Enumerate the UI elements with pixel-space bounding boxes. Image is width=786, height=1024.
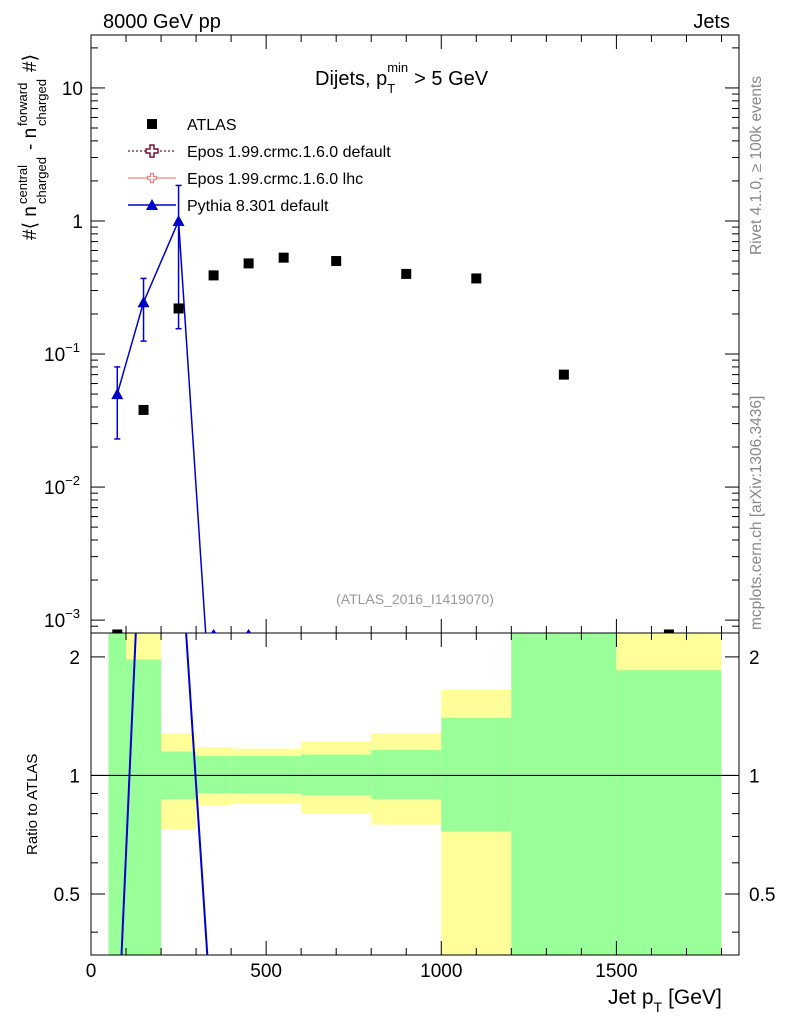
atlas-point xyxy=(173,303,184,314)
chart-title-sup: min xyxy=(387,60,408,75)
x-tick-label: 1000 xyxy=(420,961,462,982)
svg-text:forward: forward xyxy=(15,83,30,126)
chart-title-sub: T xyxy=(387,81,395,96)
svg-text:#⟩: #⟩ xyxy=(20,54,41,72)
x-tick-label: 1500 xyxy=(595,961,637,982)
x-tick-label: 0 xyxy=(86,961,97,982)
legend-marker-pythia xyxy=(146,199,158,210)
ratio-band-green xyxy=(231,756,302,794)
pythia-point xyxy=(111,388,124,400)
chart-title-main: Dijets, p xyxy=(315,68,387,90)
ratio-plot-frame xyxy=(90,632,740,956)
pythia-point-offscale xyxy=(245,629,252,633)
rivet-version-label: Rivet 4.1.0, ≥ 100k events xyxy=(748,76,765,255)
pythia-ratio-line xyxy=(120,633,209,955)
ratio-band-green xyxy=(126,659,162,955)
main-data-layer xyxy=(111,184,674,633)
y-tick-label: 1 xyxy=(72,212,83,233)
atlas-point xyxy=(208,270,219,281)
atlas-point xyxy=(558,369,569,380)
y-tick-label: 10−1 xyxy=(44,340,80,366)
chart-title-tail: > 5 GeV xyxy=(414,68,489,90)
ratio-band-green xyxy=(616,670,722,955)
atlas-point xyxy=(331,256,342,267)
svg-text:charged: charged xyxy=(34,79,49,126)
ratio-y-tick-label-right: 1 xyxy=(749,766,760,787)
ratio-band-green xyxy=(108,633,127,955)
pythia-point xyxy=(172,214,185,226)
ratio-band-green xyxy=(196,756,232,794)
y-tick-label: 10 xyxy=(62,79,83,100)
ratio-y-tick-label: 1 xyxy=(69,766,80,787)
legend-label-epos-default: Epos 1.99.crmc.1.6.0 default xyxy=(187,144,391,161)
x-axis-label-tail: [GeV] xyxy=(668,986,722,1009)
legend-label-atlas: ATLAS xyxy=(187,117,237,134)
atlas-point xyxy=(663,629,674,633)
legend-marker-atlas xyxy=(147,119,157,129)
legend-marker-epos-lhc xyxy=(146,172,158,184)
ratio-y-tick-label: 2 xyxy=(69,648,80,669)
x-axis-label: Jet pT [GeV] xyxy=(608,986,722,1015)
ratio-data-layer xyxy=(120,633,209,955)
atlas-point xyxy=(138,404,149,415)
svg-text:- n: - n xyxy=(20,128,41,150)
y-tick-label: 10−2 xyxy=(44,473,80,499)
pythia-point xyxy=(137,296,150,308)
x-tick-label: 500 xyxy=(250,961,282,982)
svg-text:central: central xyxy=(15,165,30,204)
legend-label-epos-lhc: Epos 1.99.crmc.1.6.0 lhc xyxy=(187,171,363,188)
header-collision-label: 8000 GeV pp xyxy=(103,11,221,33)
y-tick-label: 10−3 xyxy=(44,606,80,632)
ratio-band-green xyxy=(371,750,442,800)
axes: 0 500 1000 1500 10−3 10−2 10−1 1 10 0.5 0.5 1 1 2 2 xyxy=(44,35,775,982)
ratio-y-axis-label: Ratio to ATLAS xyxy=(24,754,41,855)
legend-marker-epos-default xyxy=(145,144,159,158)
atlas-point xyxy=(112,629,123,633)
ratio-y-tick-label-right: 2 xyxy=(749,648,760,669)
ratio-y-tick-label: 0.5 xyxy=(54,885,80,906)
pythia-point-offscale xyxy=(210,629,217,633)
x-axis-label-main: Jet p xyxy=(608,986,654,1009)
atlas-point xyxy=(471,273,482,284)
ratio-band-green xyxy=(441,717,512,832)
svg-text:charged: charged xyxy=(34,157,49,204)
chart-title: Dijets, pTmin > 5 GeV xyxy=(315,60,489,96)
atlas-point xyxy=(401,268,412,279)
atlas-point xyxy=(278,252,289,263)
atlas-point xyxy=(243,258,254,269)
x-axis-label-sub: T xyxy=(654,999,663,1015)
ratio-band-green xyxy=(511,633,617,955)
y-axis-label: #⟨ n charged central - n charged forward… xyxy=(15,54,49,240)
header-category-label: Jets xyxy=(693,11,730,33)
svg-text:#⟨ n: #⟨ n xyxy=(20,206,41,240)
legend-label-pythia: Pythia 8.301 default xyxy=(187,198,329,215)
mcplots-label: mcplots.cern.ch [arXiv:1306.3436] xyxy=(748,396,765,630)
analysis-id-label: (ATLAS_2016_I1419070) xyxy=(336,591,494,607)
ratio-bands xyxy=(91,633,739,955)
ratio-y-tick-label-right: 0.5 xyxy=(749,885,775,906)
legend: ATLAS Epos 1.99.crmc.1.6.0 default Epos 1.… xyxy=(128,117,391,215)
